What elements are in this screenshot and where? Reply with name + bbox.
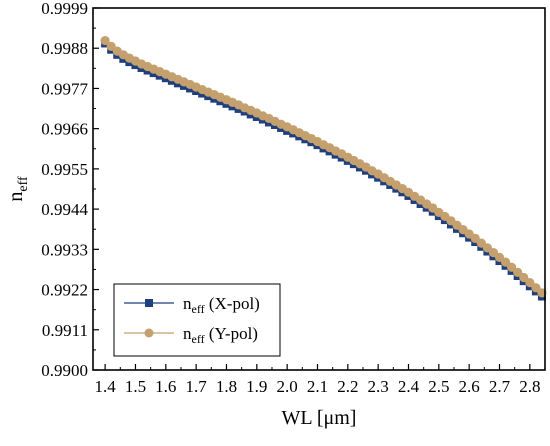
ticks-layer: 1.4 1.5 1.6 1.7 1.8 1.9 2.0 2.1 2.2 2.3 2.4 2.5 2.6 2… <box>41 0 540 396</box>
x-tick-label: 2.6 <box>459 377 480 396</box>
data-point-circle <box>519 272 529 283</box>
data-point-circle <box>507 262 517 272</box>
series-layer <box>100 35 547 301</box>
legend-x-pol-label: neff (X-pol) <box>183 294 260 316</box>
y-tick-label: 0.9977 <box>41 79 88 98</box>
y-axis-title: neff <box>5 176 31 202</box>
legend-y-pol-marker <box>144 328 154 338</box>
x-axis-title: WL [μm] <box>282 407 357 429</box>
y-tick-label: 0.9966 <box>41 120 88 139</box>
x-tick-label: 2.7 <box>489 377 511 396</box>
data-point-circle <box>531 283 541 293</box>
plot-frame <box>92 7 546 371</box>
legend-x-pol-main: n <box>183 294 192 313</box>
legend-box <box>113 283 281 357</box>
y-axis-title-sub: eff <box>16 176 31 192</box>
y-tick-label: 0.9988 <box>41 39 88 58</box>
y-axis-title-main: n <box>5 192 27 202</box>
legend-y-pol-rest: (Y-pol) <box>205 324 258 343</box>
x-tick-label: 1.7 <box>186 377 208 396</box>
x-tick-label: 2.0 <box>277 377 298 396</box>
legend-y-pol-main: n <box>183 324 192 343</box>
x-tick-label: 1.9 <box>246 377 267 396</box>
x-tick-label: 2.4 <box>398 377 420 396</box>
y-tick-label: 0.9933 <box>41 240 88 259</box>
data-point-circle <box>500 257 511 267</box>
data-point-circle <box>525 278 535 288</box>
data-point-circle <box>100 35 110 46</box>
legend-x-pol-rest: (X-pol) <box>205 294 260 313</box>
x-tick-label: 2.3 <box>368 377 389 396</box>
data-point-circle <box>513 267 523 277</box>
x-tick-label: 2.8 <box>519 377 540 396</box>
legend-y-pol-label: neff (Y-pol) <box>183 324 258 346</box>
legend-x-pol-marker <box>145 299 153 307</box>
y-tick-label: 0.9944 <box>41 200 88 219</box>
y-tick-label: 0.9999 <box>41 0 88 18</box>
legend: neff (X-pol) neff (Y-pol) <box>113 283 281 357</box>
y-tick-label: 0.9922 <box>41 281 88 300</box>
y-tick-label: 0.9900 <box>41 361 88 380</box>
legend-y-pol-sub: eff <box>192 332 205 346</box>
series-y-pol <box>100 35 547 298</box>
x-tick-label: 1.4 <box>95 377 117 396</box>
y-tick-label: 0.9911 <box>42 321 88 340</box>
x-tick-label: 2.1 <box>307 377 328 396</box>
x-tick-label: 1.8 <box>216 377 237 396</box>
x-tick-label: 1.6 <box>155 377 176 396</box>
x-tick-label: 2.5 <box>428 377 449 396</box>
x-tick-label: 2.2 <box>337 377 358 396</box>
legend-x-pol-sub: eff <box>192 302 205 316</box>
x-tick-label: 1.5 <box>125 377 146 396</box>
y-tick-label: 0.9955 <box>41 160 88 179</box>
